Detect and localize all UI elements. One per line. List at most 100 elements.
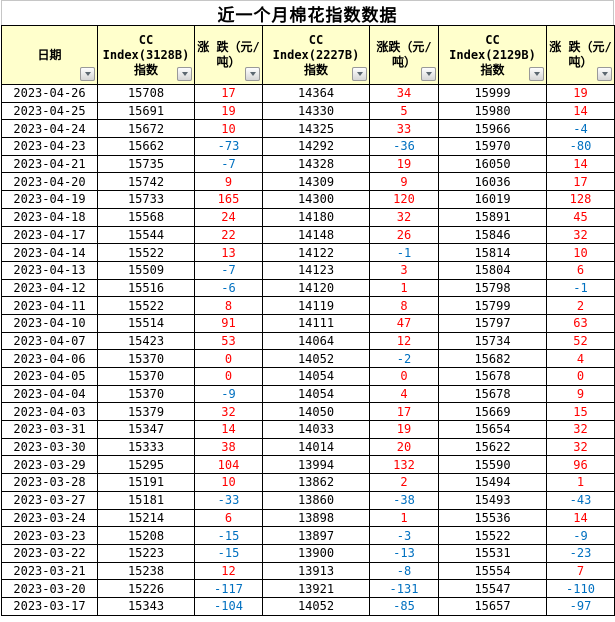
table-row: 2023-04-12 15516 -6 14120 1 15798 -1 — [1, 278, 615, 298]
change-cell: -110 — [546, 579, 615, 598]
chevron-down-icon — [84, 72, 91, 76]
filter-button-2[interactable] — [245, 67, 260, 81]
column-header-label: CC Index(2129B) 指数 — [449, 32, 536, 77]
change-cell: -6 — [194, 278, 263, 298]
table-row: 2023-04-05 15370 0 14054 0 15678 0 — [1, 367, 615, 386]
date-cell: 2023-03-22 — [1, 543, 98, 563]
change-cell: 14 — [194, 420, 263, 439]
date-cell: 2023-04-11 — [1, 296, 98, 315]
change-cell: 12 — [369, 331, 439, 351]
change-cell: 6 — [546, 260, 615, 280]
index-cell: 14054 — [262, 367, 370, 386]
table-row: 2023-04-14 15522 13 14122 -1 15814 10 — [1, 243, 615, 262]
index-cell: 14052 — [262, 596, 370, 616]
change-cell: 17 — [369, 402, 439, 422]
table-row: 2023-04-23 15662 -73 14292 -36 15970 -80 — [1, 137, 615, 156]
date-cell: 2023-04-26 — [1, 84, 98, 103]
index-cell: 14014 — [262, 437, 370, 457]
change-cell: 7 — [546, 561, 615, 581]
date-cell: 2023-04-18 — [1, 207, 98, 227]
index-cell: 13898 — [262, 508, 370, 528]
filter-button-5[interactable] — [529, 67, 544, 81]
index-cell: 15708 — [97, 84, 195, 103]
table-row: 2023-03-24 15214 6 13898 1 15536 14 — [1, 508, 615, 528]
index-cell: 15343 — [97, 596, 195, 616]
date-cell: 2023-04-17 — [1, 225, 98, 245]
index-cell: 15370 — [97, 367, 195, 386]
index-cell: 14120 — [262, 278, 370, 298]
chevron-down-icon — [356, 72, 363, 76]
date-cell: 2023-04-06 — [1, 349, 98, 368]
change-cell: -43 — [546, 490, 615, 510]
index-cell: 15678 — [438, 367, 547, 386]
change-cell: -104 — [194, 596, 263, 616]
change-cell: -15 — [194, 543, 263, 563]
filter-button-1[interactable] — [177, 67, 192, 81]
index-cell: 13921 — [262, 579, 370, 598]
index-cell: 15735 — [97, 154, 195, 174]
change-cell: 26 — [369, 225, 439, 245]
chevron-down-icon — [425, 72, 432, 76]
index-cell: 14309 — [262, 172, 370, 192]
index-cell: 15547 — [438, 579, 547, 598]
filter-button-6[interactable] — [597, 67, 612, 81]
filter-button-3[interactable] — [352, 67, 367, 81]
index-cell: 15223 — [97, 543, 195, 563]
filter-button-4[interactable] — [421, 67, 436, 81]
date-cell: 2023-04-12 — [1, 278, 98, 298]
change-cell: -117 — [194, 579, 263, 598]
table-row: 2023-04-24 15672 10 14325 33 15966 -4 — [1, 119, 615, 139]
table-row: 2023-04-03 15379 32 14050 17 15669 15 — [1, 402, 615, 422]
change-cell: -7 — [194, 260, 263, 280]
date-cell: 2023-04-20 — [1, 172, 98, 192]
change-cell: -97 — [546, 596, 615, 616]
table-row: 2023-03-30 15333 38 14014 20 15622 32 — [1, 437, 615, 457]
page-title: 近一个月棉花指数数据 — [1, 0, 614, 26]
table-row: 2023-04-20 15742 9 14309 9 16036 17 — [1, 172, 615, 192]
change-cell: 33 — [369, 119, 439, 139]
index-cell: 13862 — [262, 473, 370, 492]
change-cell: 1 — [369, 278, 439, 298]
date-cell: 2023-03-27 — [1, 490, 98, 510]
index-cell: 15191 — [97, 473, 195, 492]
change-cell: 165 — [194, 190, 263, 209]
change-cell: 132 — [369, 455, 439, 475]
change-cell: 3 — [369, 260, 439, 280]
cotton-index-table: 日期 CC Index(3128B) 指数涨 跌（元/ 吨） CC Index(22… — [1, 25, 615, 616]
change-cell: 2 — [369, 473, 439, 492]
change-cell: 0 — [546, 367, 615, 386]
date-cell: 2023-03-29 — [1, 455, 98, 475]
column-header-5: CC Index(2129B) 指数 — [438, 25, 547, 85]
date-cell: 2023-04-24 — [1, 119, 98, 139]
change-cell: 1 — [369, 508, 439, 528]
index-cell: 15370 — [97, 349, 195, 368]
index-cell: 15494 — [438, 473, 547, 492]
index-cell: 15657 — [438, 596, 547, 616]
index-cell: 15208 — [97, 526, 195, 545]
date-cell: 2023-03-30 — [1, 437, 98, 457]
change-cell: 104 — [194, 455, 263, 475]
index-cell: 15814 — [438, 243, 547, 262]
index-cell: 15891 — [438, 207, 547, 227]
change-cell: -38 — [369, 490, 439, 510]
date-cell: 2023-04-21 — [1, 154, 98, 174]
index-cell: 14054 — [262, 384, 370, 404]
change-cell: 10 — [194, 119, 263, 139]
chevron-down-icon — [181, 72, 188, 76]
date-cell: 2023-04-05 — [1, 367, 98, 386]
table-row: 2023-04-07 15423 53 14064 12 15734 52 — [1, 331, 615, 351]
filter-button-0[interactable] — [80, 67, 95, 81]
date-cell: 2023-03-24 — [1, 508, 98, 528]
index-cell: 14123 — [262, 260, 370, 280]
change-cell: 52 — [546, 331, 615, 351]
index-cell: 15514 — [97, 313, 195, 333]
change-cell: 32 — [546, 437, 615, 457]
index-cell: 14364 — [262, 84, 370, 103]
change-cell: -8 — [369, 561, 439, 581]
change-cell: 32 — [369, 207, 439, 227]
index-cell: 15797 — [438, 313, 547, 333]
change-cell: -33 — [194, 490, 263, 510]
date-cell: 2023-04-25 — [1, 101, 98, 121]
change-cell: 20 — [369, 437, 439, 457]
index-cell: 14180 — [262, 207, 370, 227]
